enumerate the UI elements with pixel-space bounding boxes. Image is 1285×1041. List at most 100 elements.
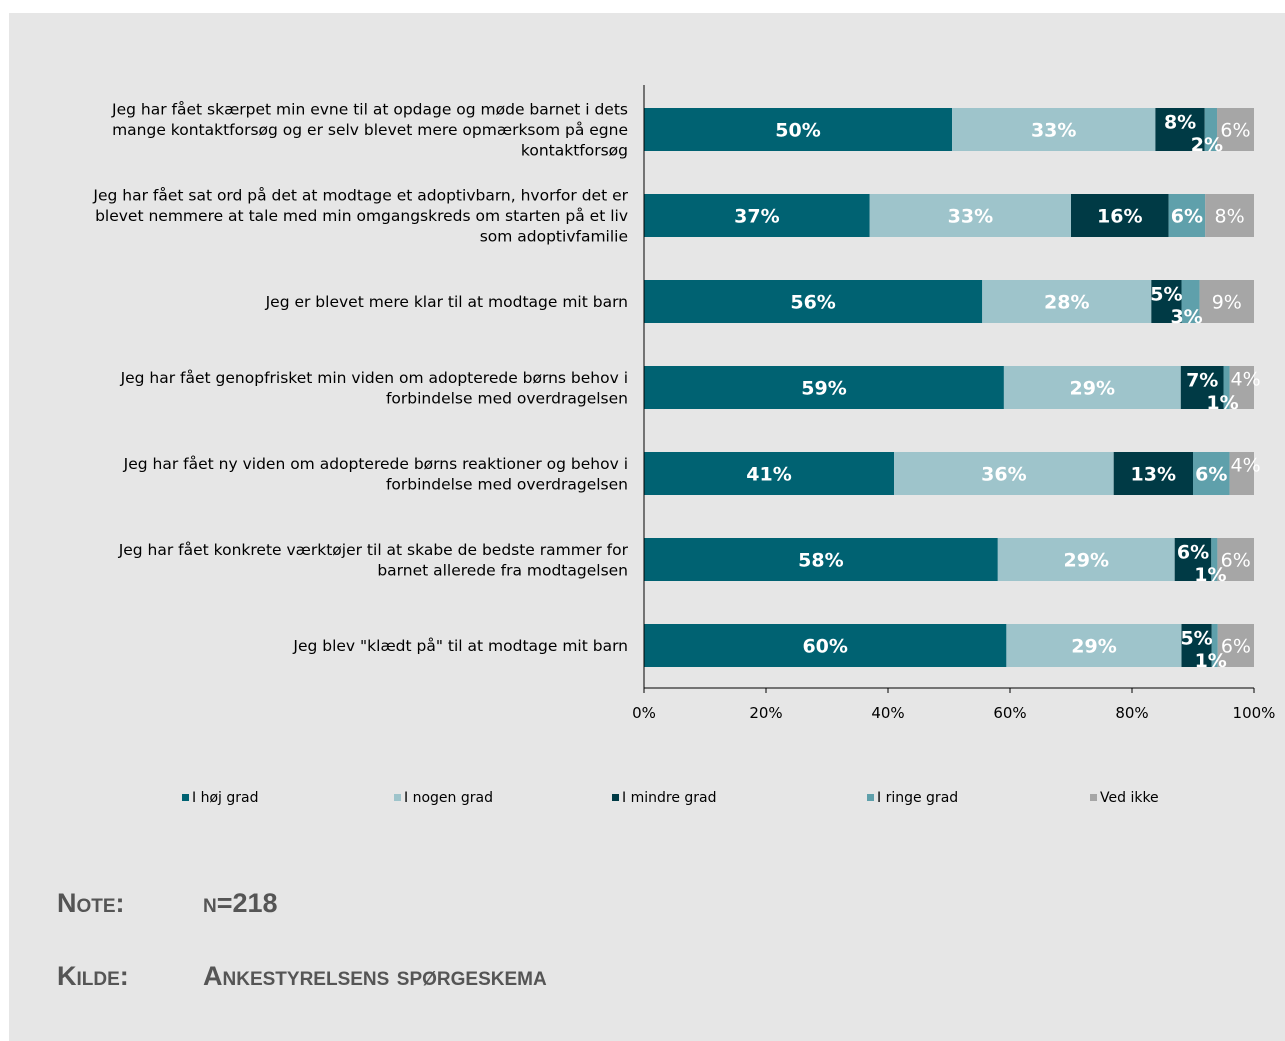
data-label: 9% — [1212, 292, 1242, 314]
bar-segment — [1211, 538, 1218, 581]
data-label: 50% — [775, 120, 820, 142]
data-label: 16% — [1097, 206, 1142, 228]
data-label: 4% — [1231, 455, 1261, 477]
bar-segment — [982, 280, 1152, 323]
data-label: 7% — [1186, 370, 1218, 392]
bar-segment — [1223, 366, 1230, 409]
chart-panel: Jeg har fået skærpet min evne til at opd… — [9, 13, 1285, 1041]
legend-item: Ved ikke — [1090, 790, 1159, 806]
bar-segment — [952, 108, 1156, 151]
x-tick-label: 100% — [1233, 704, 1276, 722]
category-label: Jeg er blevet mere klar til at modtage m… — [265, 293, 628, 311]
bar-segment — [1229, 452, 1254, 495]
bar-segment — [1180, 366, 1224, 409]
bar-segment — [1217, 108, 1254, 151]
data-label: 2% — [1191, 134, 1223, 156]
data-label: 8% — [1164, 112, 1196, 134]
bar-segment — [869, 194, 1071, 237]
bar-segment — [1168, 194, 1206, 237]
bar-segment — [644, 538, 998, 581]
note-row: Note: n=218 — [57, 888, 278, 919]
data-label: 29% — [1071, 636, 1116, 658]
bar-segment — [1217, 538, 1254, 581]
x-tick-label: 80% — [1115, 704, 1148, 722]
x-tick-label: 20% — [749, 704, 782, 722]
bar-segment — [1199, 280, 1254, 323]
bar-segment — [1193, 452, 1230, 495]
legend-label: I høj grad — [192, 790, 258, 806]
axes: 0% 20% 40% 60% 80% 100% — [632, 85, 1275, 722]
legend-swatch — [1090, 794, 1097, 801]
legend-swatch — [612, 794, 619, 801]
legend-label: Ved ikke — [1100, 790, 1159, 806]
stacked-bar-chart: Jeg har fået skærpet min evne til at opd… — [92, 85, 1275, 806]
data-label: 56% — [790, 292, 835, 314]
x-tick-label: 40% — [871, 704, 904, 722]
bar-segment — [1151, 280, 1182, 323]
bar-segment — [1003, 366, 1181, 409]
note-value: n=218 — [203, 888, 278, 918]
data-label: 13% — [1131, 464, 1176, 486]
data-label: 6% — [1221, 550, 1251, 572]
bar-segment — [1155, 108, 1205, 151]
data-label: 29% — [1064, 550, 1109, 572]
category-labels: Jeg har fået skærpet min evne til at opd… — [92, 101, 628, 656]
legend-label: I nogen grad — [404, 790, 493, 806]
data-label: 6% — [1221, 636, 1251, 658]
legend-item: I mindre grad — [612, 790, 717, 806]
data-label: 6% — [1177, 542, 1209, 564]
source-row: Kilde: Ankestyrelsens spørgeskema — [57, 961, 547, 992]
data-label: 59% — [801, 378, 846, 400]
x-tick-label: 60% — [993, 704, 1026, 722]
data-label: 3% — [1170, 306, 1202, 328]
category-label: Jeg har fået sat ord på det at modtage e… — [92, 187, 628, 246]
data-labels: 50% 33% 8%2%6%37% 33% 16% 6% 8%56% 28% 5%3%9%59%… — [734, 112, 1261, 673]
data-label: 29% — [1070, 378, 1115, 400]
data-label: 1% — [1194, 564, 1226, 586]
data-label: 5% — [1180, 628, 1212, 650]
bar-segment — [997, 538, 1175, 581]
data-label: 33% — [948, 206, 993, 228]
category-label: Jeg har fået ny viden om adopterede børn… — [123, 455, 628, 494]
x-tick-label: 0% — [632, 704, 656, 722]
source-value: Ankestyrelsens spørgeskema — [203, 961, 547, 991]
legend-item: I nogen grad — [394, 790, 493, 806]
legend-swatch — [182, 794, 189, 801]
bar-segment — [1181, 280, 1200, 323]
bar-segment — [1071, 194, 1169, 237]
data-label: 28% — [1044, 292, 1089, 314]
data-label: 1% — [1195, 650, 1227, 672]
data-label: 58% — [798, 550, 843, 572]
legend-item: I ringe grad — [867, 790, 958, 806]
bar-segment — [644, 452, 895, 495]
category-label: Jeg har fået skærpet min evne til at opd… — [111, 101, 628, 160]
bar-segment — [1174, 538, 1212, 581]
data-label: 1% — [1206, 392, 1238, 414]
bar-segment — [1205, 194, 1254, 237]
legend-item: I høj grad — [182, 790, 258, 806]
bar-segment — [1006, 624, 1182, 667]
data-label: 36% — [981, 464, 1026, 486]
legend-label: I mindre grad — [622, 790, 717, 806]
note-key: Note: — [57, 888, 125, 918]
data-label: 8% — [1215, 206, 1245, 228]
legend-swatch — [394, 794, 401, 801]
bar-segment — [1217, 624, 1254, 667]
bar-segment — [644, 108, 953, 151]
data-label: 37% — [734, 206, 779, 228]
bar-segment — [1211, 624, 1218, 667]
bar-segment — [1181, 624, 1212, 667]
legend-label: I ringe grad — [877, 790, 958, 806]
data-label: 33% — [1031, 120, 1076, 142]
legend-swatch — [867, 794, 874, 801]
category-label: Jeg har fået konkrete værktøjer til at s… — [118, 541, 629, 580]
bar-segment — [1204, 108, 1218, 151]
bar-segment — [644, 280, 983, 323]
category-label: Jeg har fået genopfrisket min viden om a… — [120, 369, 628, 408]
legend: I høj grad I nogen grad I mindre grad I rin… — [182, 790, 1159, 806]
bar-segment — [644, 624, 1007, 667]
data-label: 60% — [802, 636, 847, 658]
source-key: Kilde: — [57, 961, 129, 991]
data-label: 6% — [1220, 120, 1250, 142]
bar-segment — [1113, 452, 1193, 495]
